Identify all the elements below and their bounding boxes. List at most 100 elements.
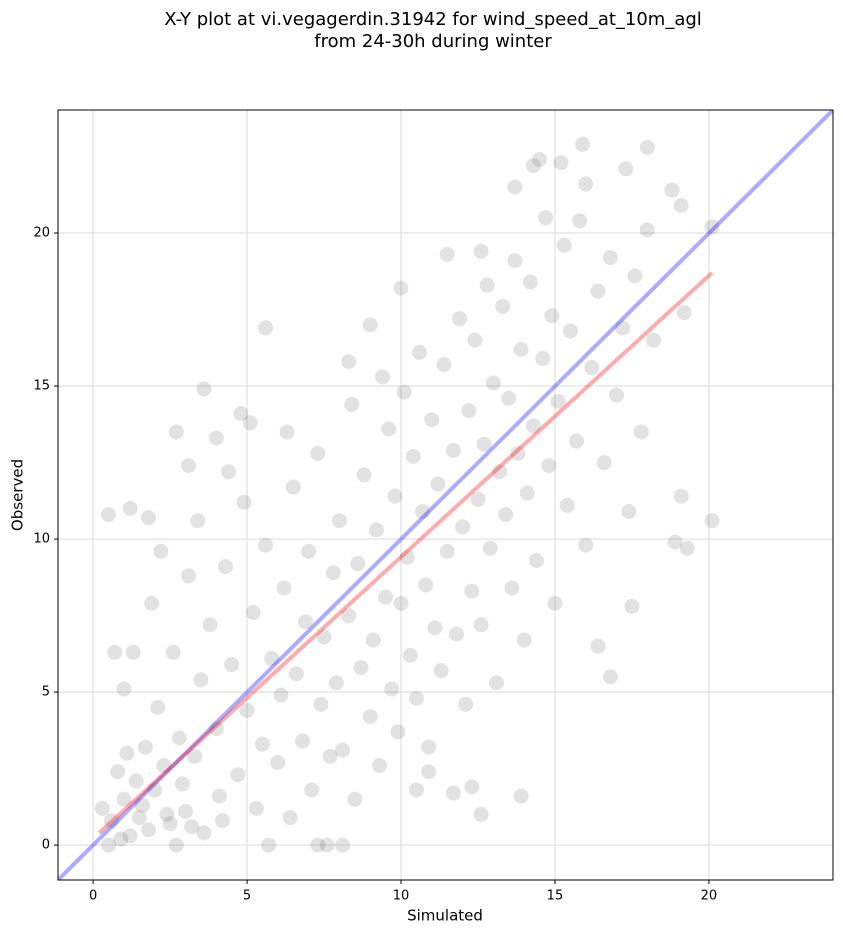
point — [452, 311, 468, 327]
point — [590, 283, 606, 299]
point — [104, 813, 120, 829]
point — [396, 384, 412, 400]
point — [184, 819, 200, 835]
point — [519, 485, 535, 501]
point — [525, 418, 541, 434]
point — [368, 522, 384, 538]
point — [150, 699, 166, 715]
point — [445, 442, 461, 458]
chart-title: from 24-30h during winter — [314, 31, 552, 52]
point — [233, 406, 249, 422]
point — [538, 210, 554, 226]
point — [168, 424, 184, 440]
point — [679, 540, 695, 556]
point — [516, 632, 532, 648]
point — [602, 250, 618, 266]
point — [365, 632, 381, 648]
point — [313, 696, 329, 712]
point — [371, 758, 387, 774]
point — [402, 647, 418, 663]
point — [609, 387, 625, 403]
y-tick-label: 20 — [33, 226, 50, 241]
point — [362, 709, 378, 725]
y-tick-label: 0 — [42, 838, 50, 853]
point — [427, 620, 443, 636]
point — [421, 739, 437, 755]
point — [621, 504, 637, 520]
point — [254, 736, 270, 752]
point — [258, 320, 274, 336]
point — [704, 513, 720, 529]
point — [94, 800, 110, 816]
point — [461, 403, 477, 419]
point — [458, 696, 474, 712]
point — [476, 436, 492, 452]
x-tick-label: 20 — [701, 889, 718, 904]
point — [304, 782, 320, 798]
point — [430, 476, 446, 492]
point — [168, 837, 184, 853]
point — [144, 595, 160, 611]
x-tick-label: 10 — [393, 889, 410, 904]
point — [436, 357, 452, 373]
point — [147, 782, 163, 798]
point — [393, 595, 409, 611]
point — [569, 433, 585, 449]
point — [125, 644, 141, 660]
point — [218, 559, 234, 575]
point — [532, 152, 548, 168]
point — [513, 788, 529, 804]
point — [615, 320, 631, 336]
point — [202, 617, 218, 633]
point — [467, 332, 483, 348]
point — [470, 491, 486, 507]
x-tick-label: 15 — [547, 889, 564, 904]
point — [196, 825, 212, 841]
point — [378, 589, 394, 605]
point — [276, 580, 292, 596]
point — [507, 179, 523, 195]
point — [645, 332, 661, 348]
point — [482, 540, 498, 556]
point — [624, 598, 640, 614]
point — [384, 681, 400, 697]
y-tick-label: 10 — [33, 532, 50, 547]
point — [578, 176, 594, 192]
point — [221, 464, 237, 480]
point — [131, 810, 147, 826]
point — [301, 543, 317, 559]
point — [525, 158, 541, 174]
point — [562, 323, 578, 339]
point — [310, 837, 326, 853]
point — [590, 638, 606, 654]
point — [298, 614, 314, 630]
point — [596, 455, 612, 471]
point — [335, 742, 351, 758]
point — [153, 543, 169, 559]
point — [273, 687, 289, 703]
point — [473, 807, 489, 823]
point — [556, 237, 572, 253]
point — [245, 605, 261, 621]
point — [137, 739, 153, 755]
point — [415, 504, 431, 520]
point — [578, 537, 594, 553]
point — [177, 803, 193, 819]
point — [264, 650, 280, 666]
point — [495, 298, 511, 314]
point — [507, 253, 523, 269]
point — [116, 681, 132, 697]
point — [341, 354, 357, 370]
reference-line — [97, 271, 714, 835]
point — [294, 733, 310, 749]
point — [356, 467, 372, 483]
point — [236, 494, 252, 510]
point — [618, 161, 634, 177]
point — [282, 810, 298, 826]
point — [572, 213, 588, 229]
point — [664, 182, 680, 198]
point — [639, 222, 655, 238]
point — [100, 837, 116, 853]
